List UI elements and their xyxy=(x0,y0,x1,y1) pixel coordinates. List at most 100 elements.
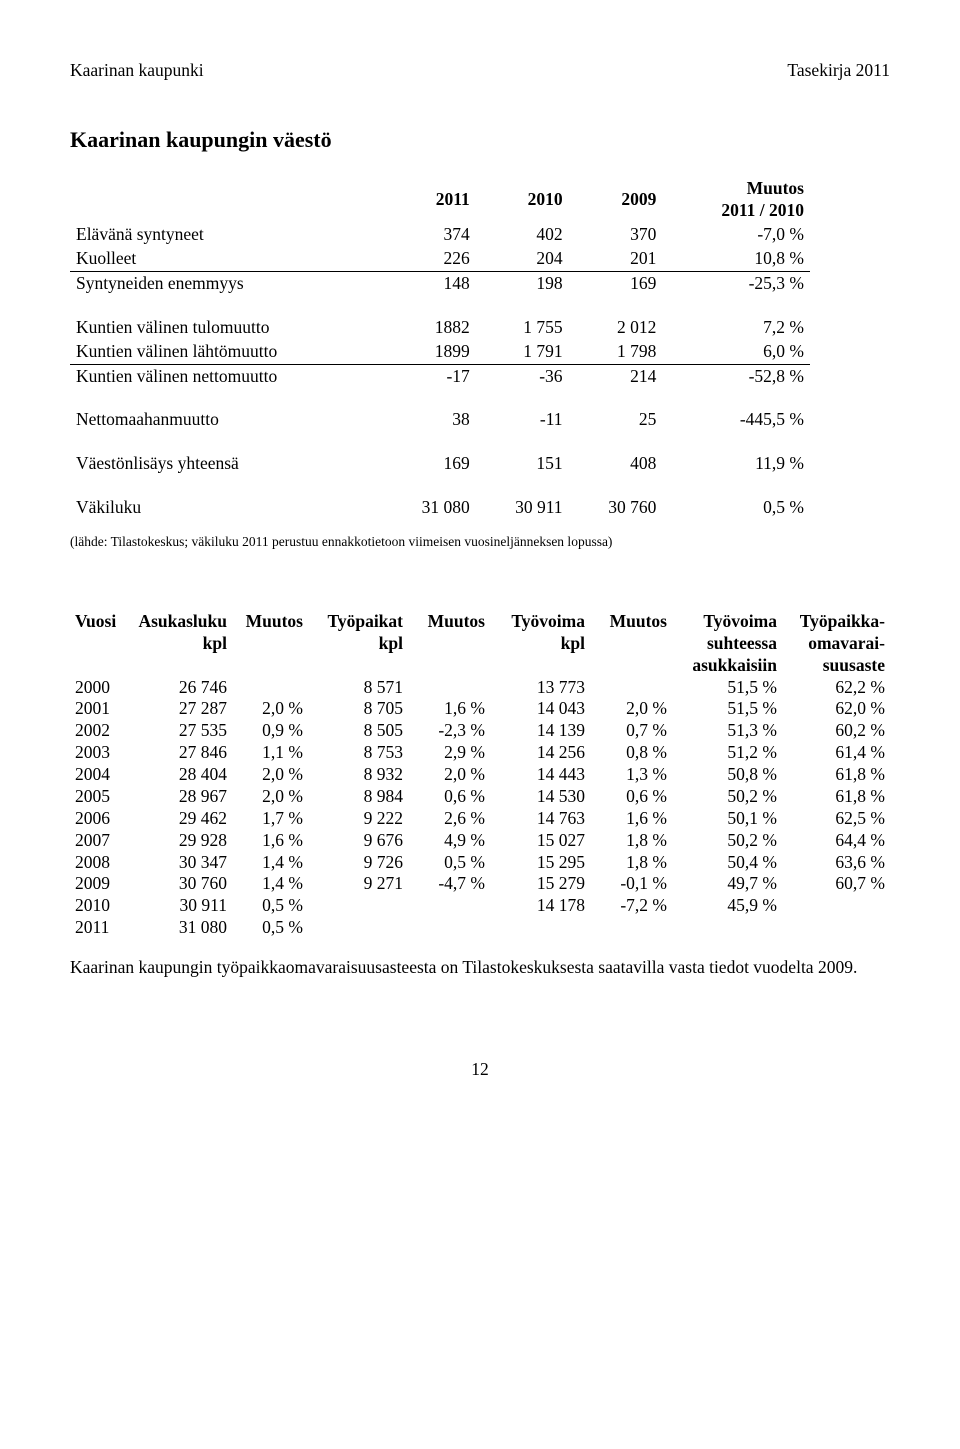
cell: 1882 xyxy=(382,316,476,340)
cell: 7,2 % xyxy=(662,316,810,340)
table-row: 200930 7601,4 %9 271-4,7 %15 279-0,1 %49… xyxy=(70,873,890,895)
cell: 201 xyxy=(569,247,663,271)
table-row: 200729 9281,6 %9 6764,9 %15 0271,8 %50,2… xyxy=(70,830,890,852)
cell: -52,8 % xyxy=(662,364,810,388)
cell: 2000 xyxy=(70,677,132,699)
cell: 50,1 % xyxy=(672,808,782,830)
cell: 1,6 % xyxy=(590,808,672,830)
cell: 60,2 % xyxy=(782,720,890,742)
cell: 25 xyxy=(569,408,663,432)
cell: 0,8 % xyxy=(590,742,672,764)
cell: 2,6 % xyxy=(408,808,490,830)
t1-h-2010: 2010 xyxy=(476,177,569,223)
cell xyxy=(672,917,782,939)
cell: 1,8 % xyxy=(590,830,672,852)
cell: 1 791 xyxy=(476,340,569,364)
footnote: Kaarinan kaupungin työpaikkaomavaraisuus… xyxy=(70,957,890,979)
cell: 31 080 xyxy=(132,917,232,939)
cell: 2007 xyxy=(70,830,132,852)
t2-h-vuosi: Vuosi xyxy=(70,611,132,677)
cell: 2,9 % xyxy=(408,742,490,764)
table-row: Kuntien välinen nettomuutto-17-36214-52,… xyxy=(70,364,810,388)
cell: 2,0 % xyxy=(408,764,490,786)
cell: 8 984 xyxy=(308,786,408,808)
cell: 2010 xyxy=(70,895,132,917)
t2-h-asukasluku: Asukaslukukpl xyxy=(132,611,232,677)
table-row: Kuolleet22620420110,8 % xyxy=(70,247,810,271)
cell: 1,3 % xyxy=(590,764,672,786)
cell: 50,2 % xyxy=(672,786,782,808)
cell: 2008 xyxy=(70,852,132,874)
cell xyxy=(590,917,672,939)
cell xyxy=(590,677,672,699)
table-row: 200026 7468 57113 77351,5 %62,2 % xyxy=(70,677,890,699)
cell: 2001 xyxy=(70,698,132,720)
cell: 27 535 xyxy=(132,720,232,742)
table-row: 200227 5350,9 %8 505-2,3 %14 1390,7 %51,… xyxy=(70,720,890,742)
cell: Syntyneiden enemmyys xyxy=(70,271,382,295)
cell: 51,2 % xyxy=(672,742,782,764)
cell: 1 755 xyxy=(476,316,569,340)
cell: 62,5 % xyxy=(782,808,890,830)
table-row: 201030 9110,5 %14 178-7,2 %45,9 % xyxy=(70,895,890,917)
cell: 38 xyxy=(382,408,476,432)
cell: 26 746 xyxy=(132,677,232,699)
cell: Kuntien välinen nettomuutto xyxy=(70,364,382,388)
cell: 50,8 % xyxy=(672,764,782,786)
page-title: Kaarinan kaupungin väestö xyxy=(70,126,890,154)
cell: 29 928 xyxy=(132,830,232,852)
table-row: Kuntien välinen lähtömuutto18991 7911 79… xyxy=(70,340,810,364)
population-table: 2011 2010 2009 Muutos2011 / 2010 Elävänä… xyxy=(70,177,810,520)
cell: 50,2 % xyxy=(672,830,782,852)
cell: 0,5 % xyxy=(662,496,810,520)
cell: 1,4 % xyxy=(232,873,308,895)
cell: 1,1 % xyxy=(232,742,308,764)
table-row: 200528 9672,0 %8 9840,6 %14 5300,6 %50,2… xyxy=(70,786,890,808)
cell: 14 139 xyxy=(490,720,590,742)
cell: 29 462 xyxy=(132,808,232,830)
cell xyxy=(408,677,490,699)
cell: 30 760 xyxy=(132,873,232,895)
cell: 148 xyxy=(382,271,476,295)
cell: 60,7 % xyxy=(782,873,890,895)
cell: 15 295 xyxy=(490,852,590,874)
cell: 198 xyxy=(476,271,569,295)
cell: Kuntien välinen tulomuutto xyxy=(70,316,382,340)
cell: 62,0 % xyxy=(782,698,890,720)
cell: -25,3 % xyxy=(662,271,810,295)
cell xyxy=(408,895,490,917)
cell: 374 xyxy=(382,223,476,247)
cell: 0,5 % xyxy=(232,895,308,917)
cell: 2009 xyxy=(70,873,132,895)
cell: 402 xyxy=(476,223,569,247)
cell: -0,1 % xyxy=(590,873,672,895)
table-row: Väkiluku31 08030 91130 7600,5 % xyxy=(70,496,810,520)
cell: 2,0 % xyxy=(232,698,308,720)
cell: -11 xyxy=(476,408,569,432)
cell: 6,0 % xyxy=(662,340,810,364)
table-row: Väestönlisäys yhteensä16915140811,9 % xyxy=(70,452,810,476)
t1-h-empty xyxy=(70,177,382,223)
t1-h-2011: 2011 xyxy=(382,177,476,223)
cell: Nettomaahanmuutto xyxy=(70,408,382,432)
table-row: 200428 4042,0 %8 9322,0 %14 4431,3 %50,8… xyxy=(70,764,890,786)
cell: 14 530 xyxy=(490,786,590,808)
cell xyxy=(408,917,490,939)
cell: 63,6 % xyxy=(782,852,890,874)
cell: 64,4 % xyxy=(782,830,890,852)
t2-h-tyovoima: Työvoimakpl xyxy=(490,611,590,677)
cell: -2,3 % xyxy=(408,720,490,742)
table-row: 200629 4621,7 %9 2222,6 %14 7631,6 %50,1… xyxy=(70,808,890,830)
table-row: Elävänä syntyneet374402370-7,0 % xyxy=(70,223,810,247)
cell: 14 043 xyxy=(490,698,590,720)
cell: 1,6 % xyxy=(232,830,308,852)
cell: 4,9 % xyxy=(408,830,490,852)
cell: 31 080 xyxy=(382,496,476,520)
cell: 9 271 xyxy=(308,873,408,895)
cell: 9 676 xyxy=(308,830,408,852)
cell: 11,9 % xyxy=(662,452,810,476)
cell xyxy=(490,917,590,939)
cell: 2,0 % xyxy=(232,764,308,786)
cell: 51,3 % xyxy=(672,720,782,742)
table-row: 200327 8461,1 %8 7532,9 %14 2560,8 %51,2… xyxy=(70,742,890,764)
